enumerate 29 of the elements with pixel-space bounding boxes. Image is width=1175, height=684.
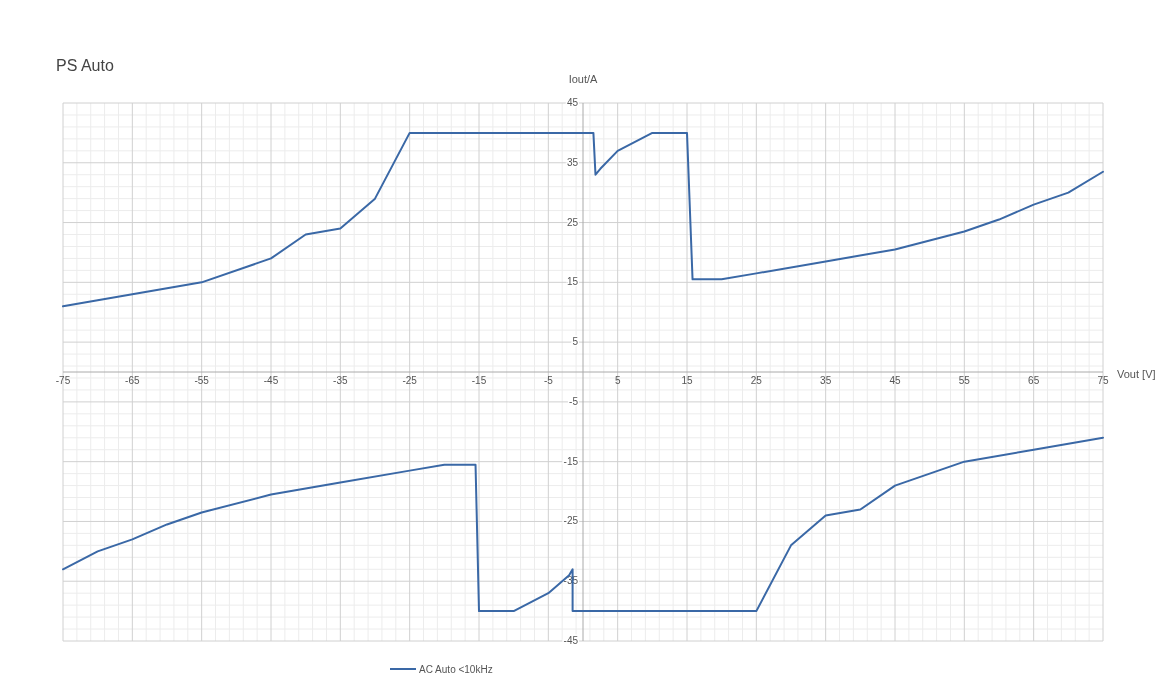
legend-label: AC Auto <10kHz bbox=[419, 664, 493, 675]
x-tick-label: 35 bbox=[820, 375, 832, 386]
x-tick-label: -55 bbox=[194, 375, 210, 386]
y-tick-label: 35 bbox=[566, 156, 579, 168]
chart-title: PS Auto bbox=[56, 57, 114, 74]
x-tick-label: 45 bbox=[889, 375, 901, 386]
y-axis-title: Iout/A bbox=[568, 73, 599, 85]
x-tick-label: 55 bbox=[958, 375, 971, 386]
x-tick-label: -75 bbox=[55, 375, 71, 386]
x-tick-label: -65 bbox=[125, 375, 140, 386]
y-tick-label: -25 bbox=[563, 515, 579, 527]
x-tick-label: 15 bbox=[681, 375, 693, 386]
x-tick-label: -35 bbox=[333, 375, 348, 386]
y-tick-label: 5 bbox=[572, 336, 579, 348]
y-tick-label: 15 bbox=[566, 276, 579, 288]
x-tick-label: -25 bbox=[402, 375, 418, 386]
x-tick-label: 25 bbox=[750, 375, 763, 386]
y-tick-label: -5 bbox=[569, 395, 579, 407]
x-tick-label: -15 bbox=[471, 375, 487, 386]
y-tick-label: -15 bbox=[563, 455, 579, 467]
x-tick-label: -5 bbox=[543, 375, 554, 386]
y-tick-label: -45 bbox=[563, 635, 579, 646]
x-tick-label: 5 bbox=[614, 375, 621, 386]
x-tick-label: 65 bbox=[1028, 375, 1040, 386]
x-tick-label: 75 bbox=[1097, 375, 1109, 386]
x-axis-title: Vout [V] bbox=[1117, 368, 1156, 380]
y-tick-label: 45 bbox=[566, 97, 579, 108]
y-tick-label: 25 bbox=[566, 216, 579, 228]
x-tick-label: -45 bbox=[263, 375, 279, 386]
